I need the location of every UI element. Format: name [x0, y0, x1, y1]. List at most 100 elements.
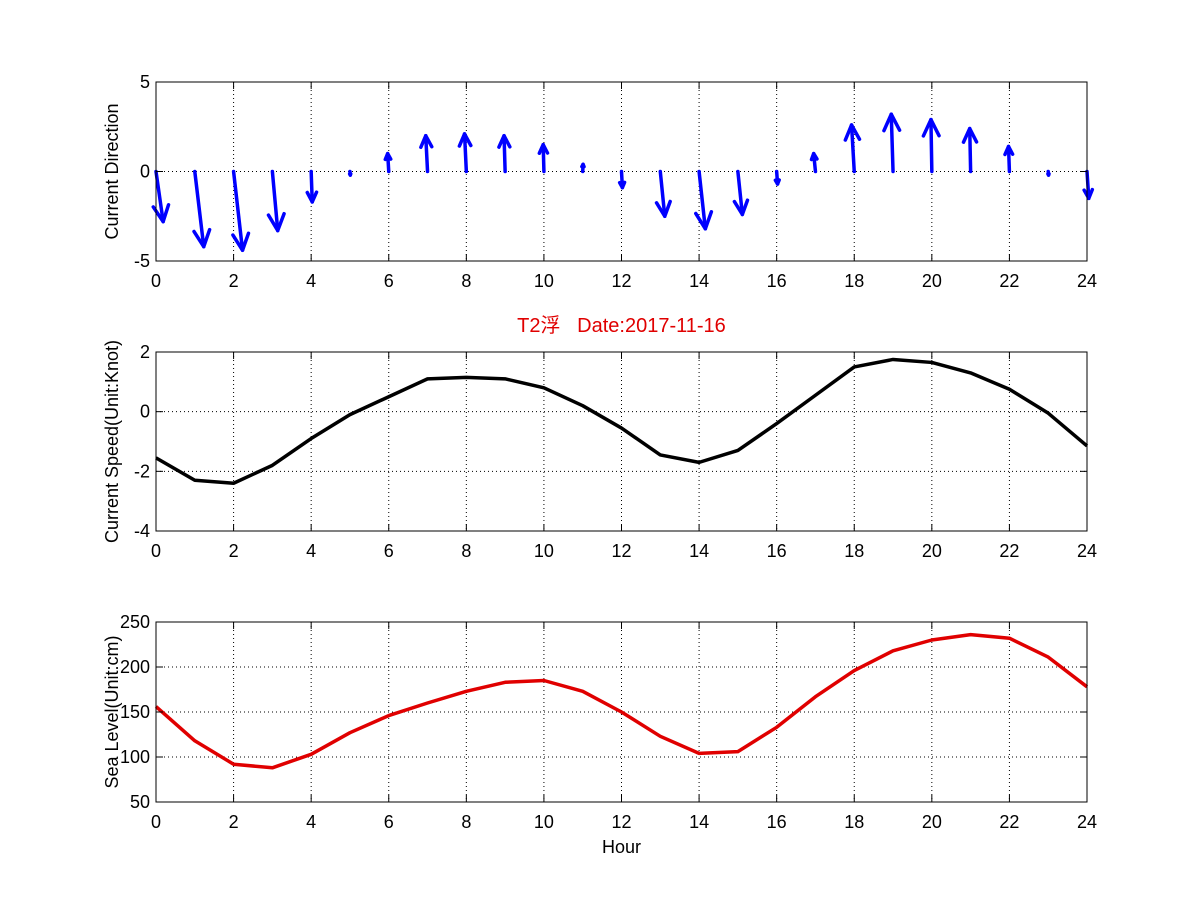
- current-arrow: [921, 117, 941, 174]
- arrow-head: [617, 180, 627, 190]
- arrow-head: [192, 227, 212, 249]
- current-arrow: [617, 169, 627, 190]
- arrow-shaft: [1006, 144, 1012, 174]
- current-arrow: [654, 169, 672, 218]
- current-arrow: [151, 169, 171, 224]
- current-arrow: [347, 169, 353, 177]
- arrow-shaft: [193, 169, 206, 249]
- arrow-shaft: [154, 169, 165, 224]
- arrow-shaft: [697, 169, 708, 231]
- x-tick-label: 16: [767, 541, 787, 561]
- x-tick-label: 20: [922, 541, 942, 561]
- y-tick-label: -2: [134, 461, 150, 481]
- x-tick-label: 22: [999, 541, 1019, 561]
- x-tick-label: 24: [1077, 541, 1097, 561]
- arrow-head: [1003, 144, 1015, 157]
- y-tick-label: -5: [134, 251, 150, 271]
- x-tick-label: 12: [611, 541, 631, 561]
- x-tick-label: 4: [306, 271, 316, 291]
- y-tick-label: 150: [120, 702, 150, 722]
- current-arrow: [732, 169, 750, 217]
- y-tick-label: 2: [140, 342, 150, 362]
- arrow-shaft: [462, 132, 469, 174]
- y-tick-label: 0: [140, 162, 150, 182]
- y-axis-label: Current Direction: [102, 103, 122, 239]
- current-arrow: [231, 169, 251, 253]
- current-arrow: [419, 133, 434, 174]
- current-arrow: [266, 169, 286, 233]
- x-tick-label: 4: [306, 541, 316, 561]
- arrow-head: [921, 117, 941, 138]
- current-arrow: [383, 151, 393, 174]
- x-tick-label: 2: [229, 812, 239, 832]
- x-tick-label: 22: [999, 812, 1019, 832]
- current-arrow: [537, 142, 550, 174]
- y-axis-label: Current Speed(Unit:Knot): [102, 340, 122, 543]
- arrow-head: [231, 231, 251, 253]
- x-tick-label: 18: [844, 541, 864, 561]
- x-tick-label: 6: [384, 812, 394, 832]
- current-arrow: [1046, 169, 1051, 177]
- x-tick-label: 10: [534, 271, 554, 291]
- x-tick-label: 18: [844, 271, 864, 291]
- current-arrow: [192, 169, 212, 249]
- arrow-head: [266, 211, 286, 233]
- current-arrow: [497, 133, 512, 174]
- arrow-shaft: [502, 133, 507, 174]
- y-tick-label: 200: [120, 657, 150, 677]
- x-tick-label: 16: [767, 812, 787, 832]
- arrow-head: [537, 142, 550, 155]
- arrow-head: [151, 202, 171, 224]
- chart-title: T2浮 Date:2017-11-16: [517, 314, 726, 337]
- x-tick-label: 12: [611, 812, 631, 832]
- x-tick-label: 18: [844, 812, 864, 832]
- current-arrow: [305, 169, 319, 204]
- arrow-head: [1046, 172, 1051, 177]
- arrow-head: [305, 190, 319, 204]
- arrow-head: [694, 210, 714, 231]
- x-tick-label: 8: [461, 541, 471, 561]
- arrow-shaft: [309, 169, 314, 204]
- x-tick-label: 14: [689, 812, 709, 832]
- arrow-head: [580, 162, 586, 169]
- current-arrow: [694, 169, 714, 231]
- arrow-shaft: [849, 123, 856, 174]
- arrow-head: [1082, 187, 1095, 201]
- x-axis-label: Hour: [602, 837, 641, 857]
- arrow-shaft: [889, 112, 895, 174]
- x-tick-label: 0: [151, 271, 161, 291]
- x-tick-label: 8: [461, 812, 471, 832]
- x-tick-label: 10: [534, 812, 554, 832]
- y-tick-label: 50: [130, 792, 150, 812]
- current-arrow: [809, 151, 819, 174]
- arrow-shaft: [967, 126, 973, 174]
- x-tick-label: 0: [151, 541, 161, 561]
- x-tick-label: 6: [384, 271, 394, 291]
- arrow-head: [457, 132, 473, 148]
- arrow-head: [732, 198, 750, 217]
- arrow-shaft: [736, 169, 745, 217]
- y-tick-label: 100: [120, 747, 150, 767]
- x-tick-label: 22: [999, 271, 1019, 291]
- current-arrow: [457, 132, 473, 174]
- arrow-head: [882, 112, 902, 133]
- y-tick-label: -4: [134, 521, 150, 541]
- x-tick-label: 20: [922, 812, 942, 832]
- arrow-shaft: [541, 142, 546, 174]
- arrow-shaft: [658, 169, 667, 218]
- arrow-head: [961, 126, 979, 144]
- x-tick-label: 0: [151, 812, 161, 832]
- x-tick-label: 14: [689, 541, 709, 561]
- arrow-shaft: [270, 169, 280, 233]
- arrow-head: [773, 178, 781, 186]
- arrow-head: [497, 133, 512, 149]
- arrow-head: [809, 151, 819, 162]
- x-tick-label: 14: [689, 271, 709, 291]
- arrow-head: [347, 172, 353, 177]
- arrow-shaft: [424, 133, 430, 174]
- x-tick-label: 6: [384, 541, 394, 561]
- current-arrow: [961, 126, 979, 174]
